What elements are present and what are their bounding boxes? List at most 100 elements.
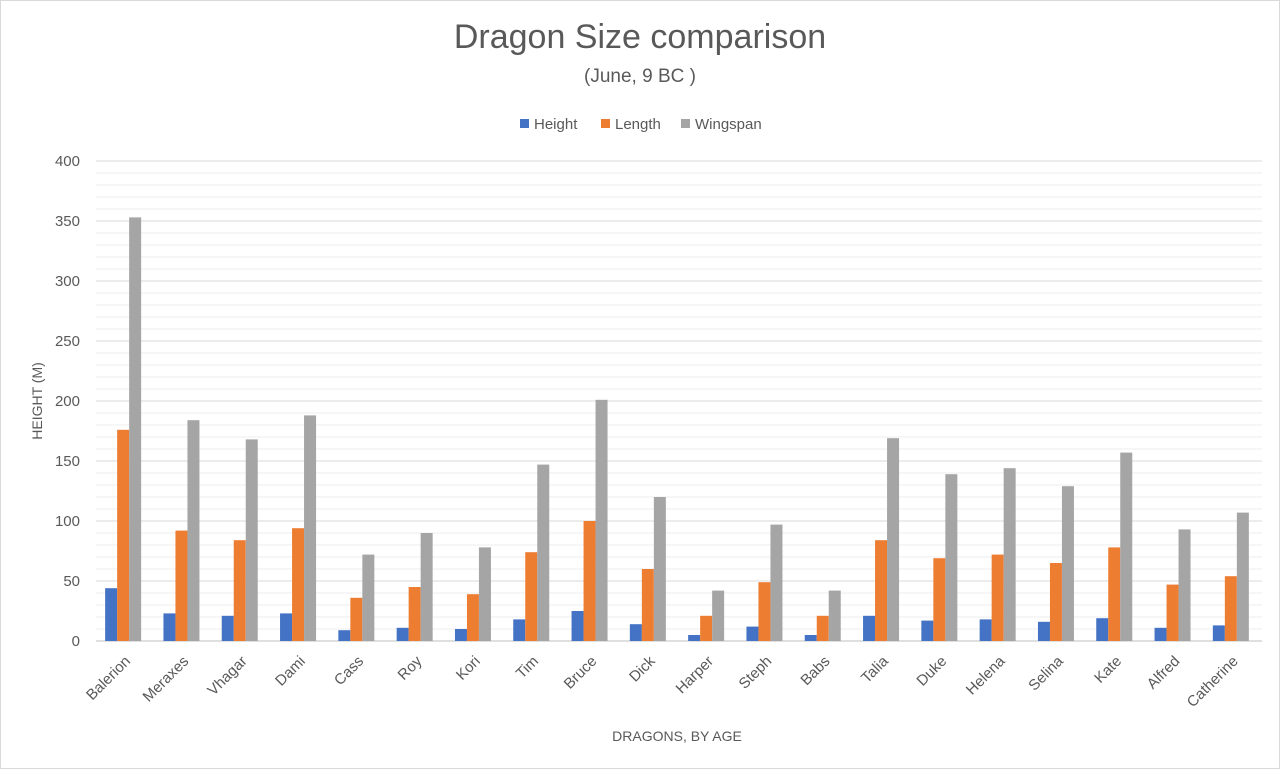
bar-wingspan-cass <box>362 554 375 641</box>
bar-height-duke <box>921 620 934 641</box>
bar-length-kate <box>1108 547 1121 641</box>
legend-swatch-length <box>601 119 610 128</box>
bar-length-steph <box>758 582 771 641</box>
bar-height-cass <box>338 630 351 641</box>
bar-wingspan-catherine <box>1236 512 1249 641</box>
bar-height-babs <box>804 635 817 641</box>
x-tick-label: Bruce <box>561 653 601 693</box>
x-tick-label: Talia <box>858 652 892 686</box>
y-tick-label: 50 <box>63 573 80 590</box>
x-tick-label: Vhagar <box>204 653 250 699</box>
y-tick-label: 200 <box>55 393 80 410</box>
bar-length-babs <box>816 615 829 641</box>
bar-wingspan-alfred <box>1178 529 1191 641</box>
x-tick-label: Catherine <box>1184 653 1242 711</box>
bar-wingspan-tim <box>537 464 550 641</box>
bar-height-kori <box>454 629 467 641</box>
legend-label-length: Length <box>615 116 661 133</box>
bar-wingspan-vhagar <box>245 439 258 641</box>
bar-wingspan-dick <box>653 497 666 641</box>
x-tick-label: Kate <box>1091 653 1125 687</box>
bar-length-duke <box>933 558 946 641</box>
bar-length-cass <box>350 597 363 641</box>
y-tick-label: 0 <box>72 633 80 650</box>
bar-height-meraxes <box>163 613 176 641</box>
bar-wingspan-steph <box>770 524 783 641</box>
bar-length-bruce <box>583 521 596 641</box>
bar-length-catherine <box>1224 576 1237 641</box>
bar-wingspan-kori <box>478 547 491 641</box>
x-tick-label: Tim <box>513 653 542 682</box>
legend: Height Length Wingspan <box>520 116 762 133</box>
bar-height-roy <box>396 627 409 641</box>
bar-height-dami <box>280 613 293 641</box>
x-tick-label: Meraxes <box>140 653 193 706</box>
bar-length-talia <box>875 540 888 641</box>
legend-swatch-height <box>520 119 529 128</box>
x-tick-label: Steph <box>736 653 776 693</box>
chart-subtitle: (June, 9 BC ) <box>584 66 696 87</box>
bar-length-selina <box>1049 563 1062 641</box>
bar-length-kori <box>466 594 479 641</box>
bar-wingspan-kate <box>1120 452 1133 641</box>
x-tick-label: Cass <box>331 653 367 689</box>
y-tick-label: 300 <box>55 273 80 290</box>
legend-label-height: Height <box>534 116 578 133</box>
x-tick-label: Duke <box>913 653 950 690</box>
legend-swatch-wingspan <box>681 119 690 128</box>
y-tick-label: 400 <box>55 153 80 170</box>
chart-title: Dragon Size comparison <box>453 18 827 56</box>
x-tick-label: Harper <box>673 653 717 697</box>
bar-height-vhagar <box>221 615 234 641</box>
bar-wingspan-selina <box>1061 486 1074 641</box>
bar-height-dick <box>629 624 642 641</box>
x-axis-title: DRAGONS, BY AGE <box>612 728 742 744</box>
y-tick-label: 350 <box>55 213 80 230</box>
x-tick-label: Dick <box>626 652 659 685</box>
bar-length-harper <box>700 615 713 641</box>
y-tick-label: 250 <box>55 333 80 350</box>
x-tick-label: Roy <box>395 652 426 683</box>
bar-wingspan-meraxes <box>187 420 200 641</box>
x-tick-label: Kori <box>453 653 484 684</box>
bar-length-roy <box>408 587 421 641</box>
x-axis-labels: Balerion Meraxes Vhagar Dami Cass Roy Kori Tim B… <box>83 652 1242 710</box>
x-tick-label: Alfred <box>1144 653 1184 693</box>
bar-wingspan-dami <box>304 415 317 641</box>
x-tick-label: Babs <box>797 653 833 689</box>
bar-height-kate <box>1096 618 1109 641</box>
bar-height-catherine <box>1212 625 1225 641</box>
x-tick-label: Selina <box>1025 652 1067 694</box>
y-tick-label: 150 <box>55 453 80 470</box>
y-axis-ticks: 0 50 100 150 200 250 300 350 400 <box>55 153 80 650</box>
x-tick-label: Helena <box>963 652 1009 698</box>
bar-height-alfred <box>1154 627 1167 641</box>
bar-height-harper <box>688 635 701 641</box>
y-tick-label: 100 <box>55 513 80 530</box>
bar-height-talia <box>863 615 876 641</box>
bar-wingspan-duke <box>945 474 958 641</box>
y-axis-title: HEIGHT (M) <box>29 362 45 440</box>
bar-wingspan-talia <box>887 438 900 641</box>
bar-height-tim <box>513 619 526 641</box>
x-tick-label: Balerion <box>83 653 134 704</box>
bar-wingspan-harper <box>712 590 725 641</box>
bar-length-meraxes <box>175 530 188 641</box>
bar-wingspan-bruce <box>595 399 608 641</box>
bar-length-dami <box>292 528 305 641</box>
bar-height-helena <box>979 619 992 641</box>
bar-height-bruce <box>571 611 584 641</box>
bar-height-steph <box>746 626 759 641</box>
bar-height-selina <box>1037 621 1050 641</box>
bar-wingspan-roy <box>420 533 433 641</box>
bar-length-alfred <box>1166 584 1179 641</box>
bar-length-helena <box>991 554 1004 641</box>
bar-length-balerion <box>117 429 130 641</box>
bar-wingspan-helena <box>1003 468 1016 641</box>
bar-length-tim <box>525 552 538 641</box>
legend-label-wingspan: Wingspan <box>695 116 762 133</box>
bar-wingspan-balerion <box>129 217 142 641</box>
bar-height-balerion <box>105 588 118 641</box>
bars <box>105 217 1249 641</box>
